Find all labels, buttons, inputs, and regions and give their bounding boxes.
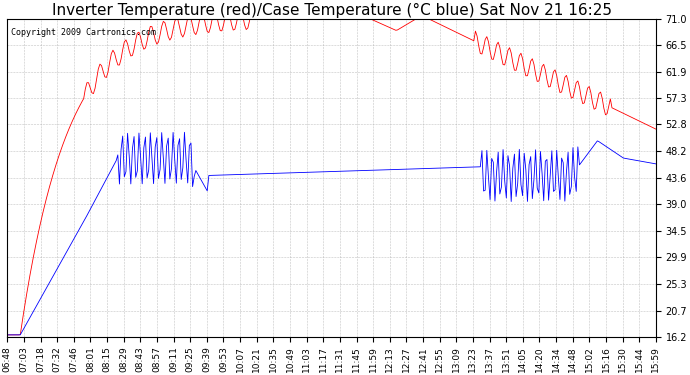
Text: Copyright 2009 Cartronics.com: Copyright 2009 Cartronics.com: [10, 28, 155, 38]
Title: Inverter Temperature (red)/Case Temperature (°C blue) Sat Nov 21 16:25: Inverter Temperature (red)/Case Temperat…: [52, 3, 611, 18]
